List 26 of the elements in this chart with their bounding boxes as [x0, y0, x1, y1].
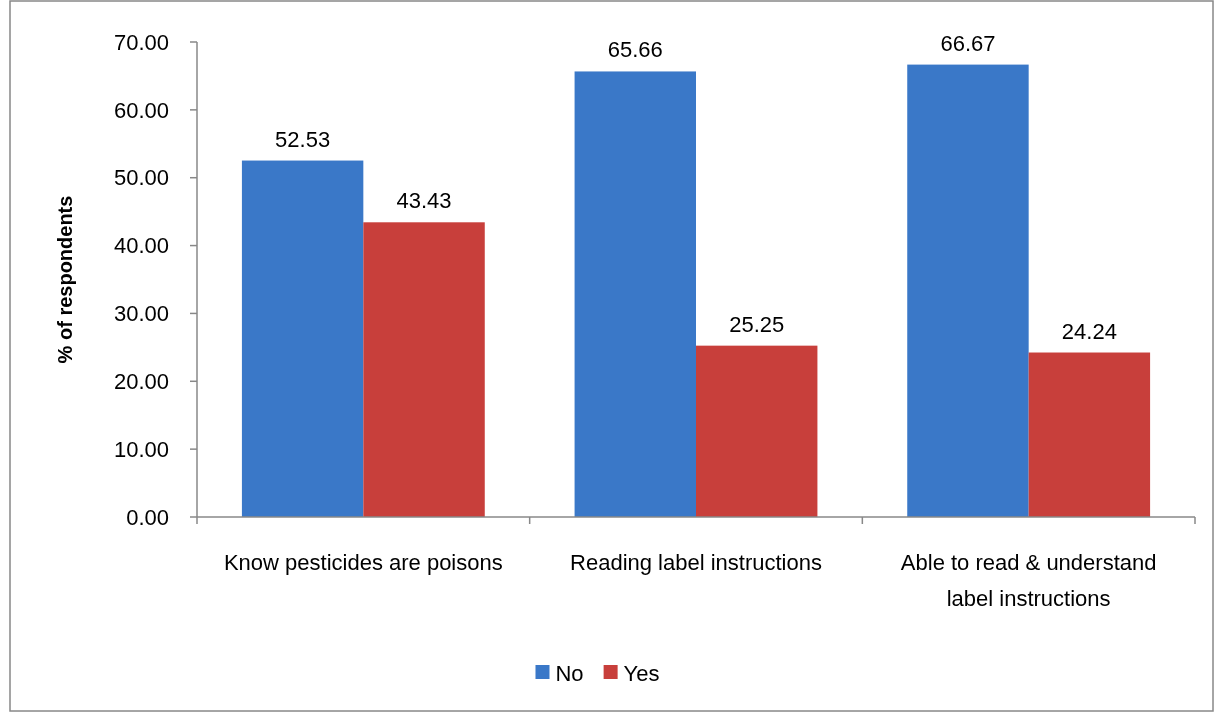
- bar: [696, 345, 818, 517]
- y-tick-label: 0.00: [126, 504, 169, 530]
- bar: [574, 71, 696, 517]
- legend-label: No: [555, 660, 584, 686]
- y-tick-label: 50.00: [113, 165, 169, 191]
- y-tick-label: 30.00: [113, 301, 169, 327]
- legend-label: Yes: [623, 660, 660, 686]
- bar: [907, 64, 1029, 517]
- x-tick-label: Able to read & understand label instructions: [900, 550, 1157, 611]
- data-label: 65.66: [607, 37, 663, 63]
- data-label: 25.25: [729, 311, 785, 337]
- y-tick-label: 10.00: [113, 436, 169, 462]
- bar: [1028, 352, 1151, 517]
- bar: [363, 222, 485, 517]
- y-axis-title: % of respondents: [54, 195, 76, 364]
- bar: [241, 160, 364, 517]
- data-label: 52.53: [275, 126, 331, 152]
- x-tick-label: Know pesticides are poisons: [223, 550, 503, 575]
- y-tick-label: 70.00: [113, 29, 169, 55]
- y-tick-label: 40.00: [113, 233, 169, 259]
- data-label: 66.67: [940, 30, 996, 56]
- x-tick-label: Reading label instructions: [570, 550, 822, 575]
- y-tick-label: 60.00: [113, 97, 169, 123]
- data-label: 24.24: [1061, 318, 1117, 344]
- y-tick-label: 20.00: [113, 368, 169, 394]
- data-label: 43.43: [396, 188, 452, 214]
